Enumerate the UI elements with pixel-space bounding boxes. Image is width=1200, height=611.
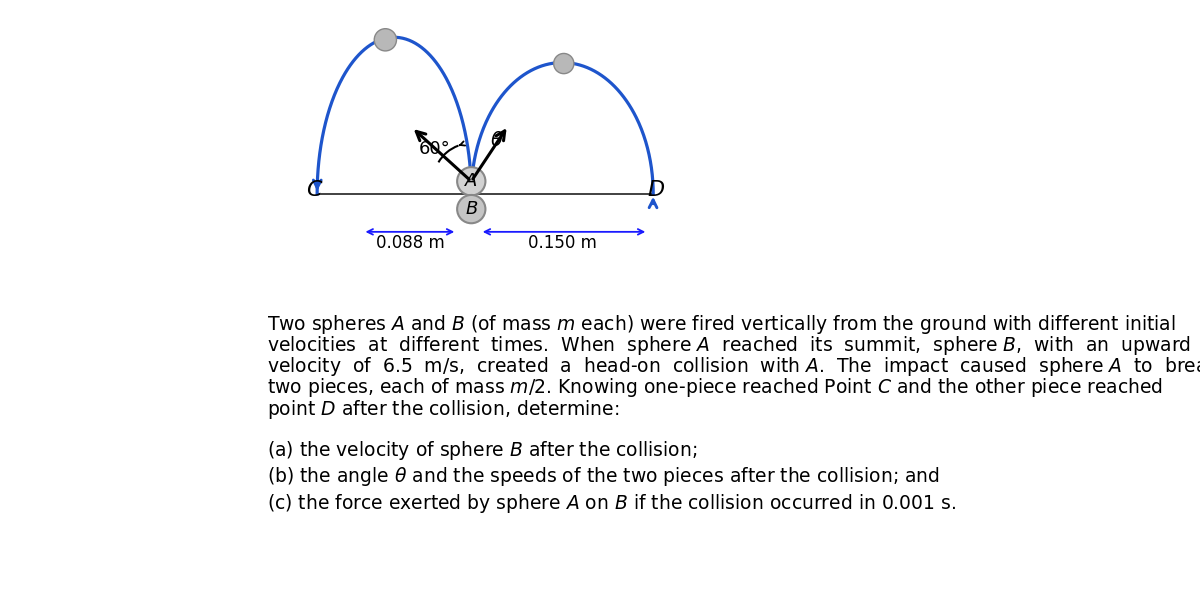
Text: 0.088 m: 0.088 m <box>377 235 445 252</box>
Text: Two spheres $A$ and $B$ (of mass $m$ each) were fired vertically from the ground: Two spheres $A$ and $B$ (of mass $m$ eac… <box>266 313 1176 335</box>
Circle shape <box>553 53 574 74</box>
Text: $A$: $A$ <box>464 172 479 190</box>
Text: velocities  at  different  times.  When  sphere $A$  reached  its  summit,  sphe: velocities at different times. When sphe… <box>266 334 1190 357</box>
Text: $B$: $B$ <box>464 200 478 218</box>
Text: 0.150 m: 0.150 m <box>528 235 596 252</box>
Text: 60°: 60° <box>419 141 450 158</box>
Text: $C$: $C$ <box>306 180 323 200</box>
Text: (c) the force exerted by sphere $A$ on $B$ if the collision occurred in 0.001 s.: (c) the force exerted by sphere $A$ on $… <box>266 492 956 514</box>
Circle shape <box>374 29 396 51</box>
Circle shape <box>457 167 486 196</box>
Circle shape <box>457 195 486 223</box>
Text: two pieces, each of mass $m$/2. Knowing one-piece reached Point $C$ and the othe: two pieces, each of mass $m$/2. Knowing … <box>266 376 1163 400</box>
Text: velocity  of  6.5  m/s,  created  a  head-on  collision  with $A$.  The  impact : velocity of 6.5 m/s, created a head-on c… <box>266 355 1200 378</box>
Text: point $D$ after the collision, determine:: point $D$ after the collision, determine… <box>266 398 619 420</box>
Text: (b) the angle $\theta$ and the speeds of the two pieces after the collision; and: (b) the angle $\theta$ and the speeds of… <box>266 466 940 488</box>
Text: $\theta$: $\theta$ <box>490 131 503 150</box>
Text: $D$: $D$ <box>647 180 665 200</box>
Text: (a) the velocity of sphere $B$ after the collision;: (a) the velocity of sphere $B$ after the… <box>266 439 697 462</box>
